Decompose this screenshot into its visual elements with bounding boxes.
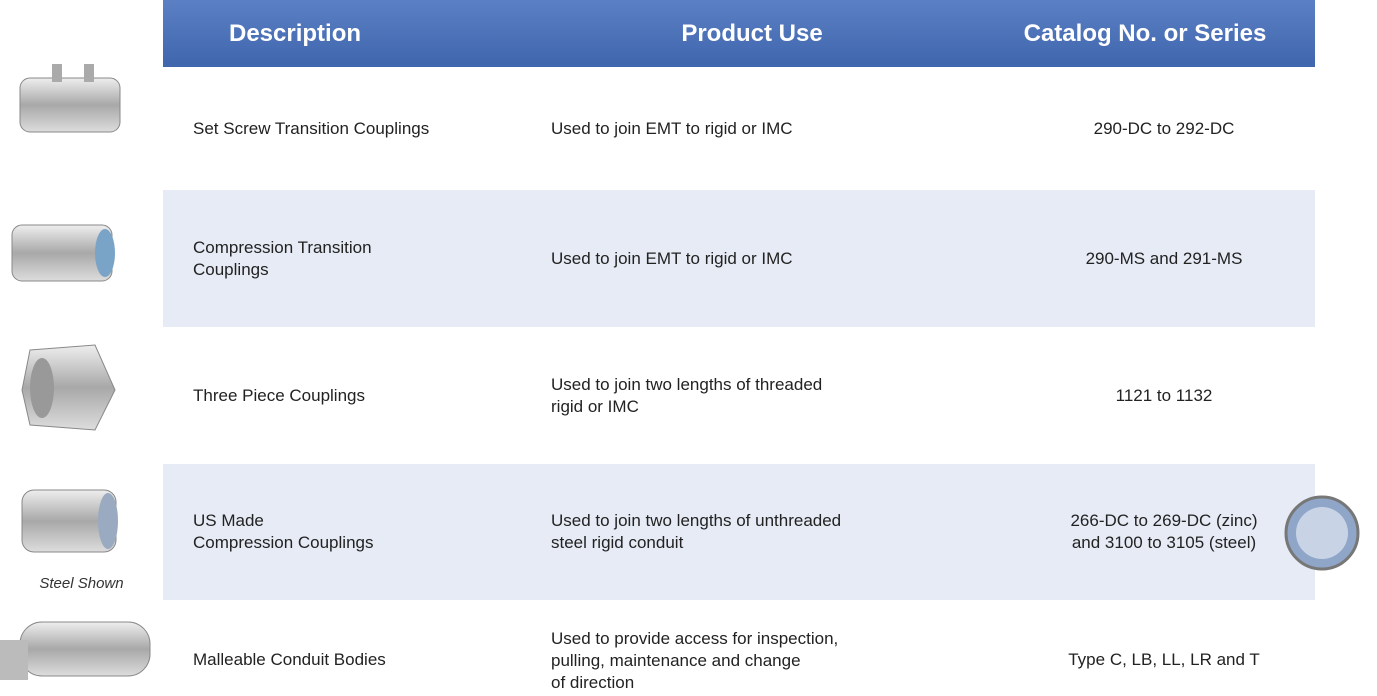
- table-row: Malleable Conduit Bodies Used to provide …: [163, 600, 1315, 696]
- table-cell: Compression Transition Couplings: [193, 237, 372, 279]
- header-cell: Catalog No. or Series: [1023, 20, 1267, 47]
- coupling-image: [21, 489, 118, 553]
- header-cell: Product Use: [681, 20, 823, 47]
- table-row: Compression Transition Couplings Used to …: [163, 190, 1315, 327]
- table-cell: Used to provide access for inspection, p…: [551, 629, 839, 692]
- table-cell: Type C, LB, LL, LR and T: [1068, 650, 1260, 669]
- table-cell: 266-DC to 269-DC (zinc) and 3100 to 3105…: [1070, 511, 1258, 552]
- table-cell: 290-DC to 292-DC: [1093, 118, 1235, 138]
- table-row: US Made Compression Couplings Used to joi…: [163, 464, 1315, 600]
- table-cell: US Made Compression Couplings: [193, 511, 374, 552]
- header-cell: Description: [228, 20, 362, 47]
- label-badge-image: [1284, 495, 1360, 571]
- table-cell: 1121 to 1132: [1115, 385, 1213, 405]
- header-bar: Description Product Use Catalog No. or S…: [163, 0, 1315, 67]
- table-cell: Used to join EMT to rigid or IMC: [551, 248, 793, 268]
- table-cell: Used to join EMT to rigid or IMC: [551, 118, 793, 138]
- table-row: Three Piece Couplings Used to join two le…: [163, 327, 1315, 464]
- coupling-image: [19, 64, 121, 133]
- caption: Steel Shown: [39, 575, 124, 592]
- coupling-image: [11, 224, 115, 282]
- table-cell: Three Piece Couplings: [193, 385, 365, 405]
- table-cell: Used to join two lengths of unthreaded s…: [551, 511, 842, 552]
- table-cell: 290-MS and 291-MS: [1085, 248, 1243, 268]
- coupling-image: [21, 344, 116, 431]
- product-images: [0, 64, 151, 680]
- table-cell: Used to join two lengths of threaded rig…: [551, 374, 823, 416]
- table-cell: Malleable Conduit Bodies: [193, 650, 386, 669]
- table-cell: Set Screw Transition Couplings: [193, 118, 430, 138]
- table-row: Set Screw Transition Couplings Used to jo…: [163, 67, 1315, 190]
- conduit-body-image: [0, 621, 151, 680]
